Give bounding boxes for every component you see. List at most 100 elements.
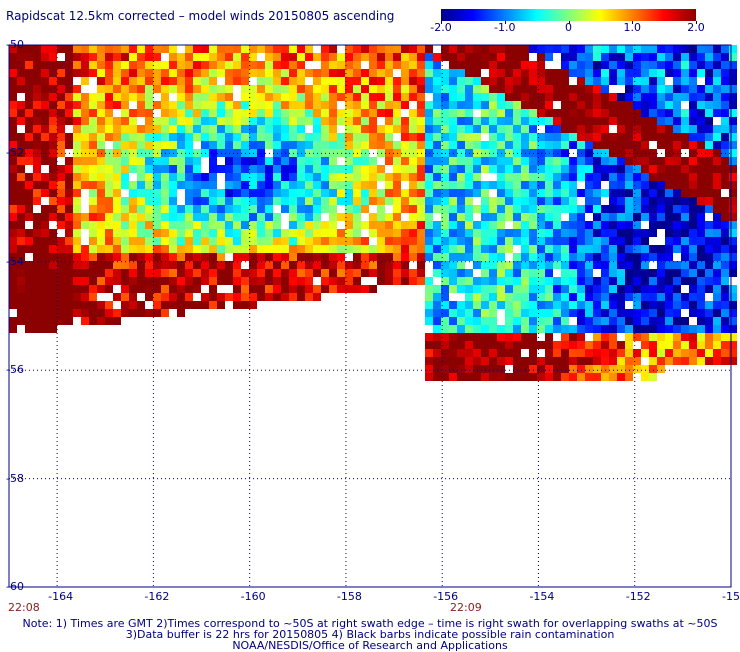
swath-pixel: [649, 109, 657, 117]
swath-pixel: [689, 157, 697, 165]
swath-pixel: [201, 221, 209, 229]
swath-pixel: [593, 157, 601, 165]
swath-pixel: [601, 61, 609, 69]
swath-pixel: [641, 181, 649, 189]
swath-pixel: [601, 125, 609, 133]
swath-pixel: [249, 285, 257, 293]
swath-pixel: [489, 61, 497, 69]
swath-pixel: [161, 205, 169, 213]
swath-pixel: [577, 269, 585, 277]
swath-pixel: [481, 165, 489, 173]
swath-pixel: [313, 133, 321, 141]
swath-gap: [369, 277, 377, 285]
swath-pixel: [681, 277, 689, 285]
swath-pixel: [57, 301, 65, 309]
swath-pixel: [497, 109, 505, 117]
swath-pixel: [33, 117, 41, 125]
swath-pixel: [609, 253, 617, 261]
swath-pixel: [153, 141, 161, 149]
swath-pixel: [257, 101, 265, 109]
swath-pixel: [121, 109, 129, 117]
swath-pixel: [729, 325, 737, 333]
swath-pixel: [193, 77, 201, 85]
swath-pixel: [673, 141, 681, 149]
swath-pixel: [353, 93, 361, 101]
swath-pixel: [289, 197, 297, 205]
swath-pixel: [465, 189, 473, 197]
swath-pixel: [233, 277, 241, 285]
swath-pixel: [529, 221, 537, 229]
swath-pixel: [489, 109, 497, 117]
swath-pixel: [681, 85, 689, 93]
swath-pixel: [665, 197, 673, 205]
swath-pixel: [633, 61, 641, 69]
swath-pixel: [721, 237, 729, 245]
swath-pixel: [673, 69, 681, 77]
swath-pixel: [705, 125, 713, 133]
swath-pixel: [681, 301, 689, 309]
swath-pixel: [41, 285, 49, 293]
swath-pixel: [633, 85, 641, 93]
swath-pixel: [73, 69, 81, 77]
swath-pixel: [329, 253, 337, 261]
swath-pixel: [489, 229, 497, 237]
swath-pixel: [313, 253, 321, 261]
swath-pixel: [209, 45, 217, 53]
swath-pixel: [201, 301, 209, 309]
swath-pixel: [561, 205, 569, 213]
swath-pixel: [505, 293, 513, 301]
swath-pixel: [625, 53, 633, 61]
swath-pixel: [49, 69, 57, 77]
swath-pixel: [49, 93, 57, 101]
swath-pixel: [145, 309, 153, 317]
swath-pixel: [649, 61, 657, 69]
swath-pixel: [209, 165, 217, 173]
swath-pixel: [481, 189, 489, 197]
swath-pixel: [177, 181, 185, 189]
swath-pixel: [193, 101, 201, 109]
swath-pixel: [41, 93, 49, 101]
swath-pixel: [281, 53, 289, 61]
swath-pixel: [633, 133, 641, 141]
swath-pixel: [657, 221, 665, 229]
swath-pixel: [657, 85, 665, 93]
swath-pixel: [641, 157, 649, 165]
swath-pixel: [89, 269, 97, 277]
swath-pixel: [57, 173, 65, 181]
swath-pixel: [225, 61, 233, 69]
swath-pixel: [89, 213, 97, 221]
swath-pixel: [225, 69, 233, 77]
swath-pixel: [617, 173, 625, 181]
swath-pixel: [241, 109, 249, 117]
swath-gap: [369, 205, 377, 213]
swath-pixel: [33, 301, 41, 309]
swath-pixel: [617, 301, 625, 309]
swath-pixel: [705, 133, 713, 141]
swath-pixel: [521, 309, 529, 317]
swath-pixel: [113, 85, 121, 93]
swath-pixel: [673, 197, 681, 205]
swath-pixel: [9, 269, 17, 277]
swath-pixel: [481, 301, 489, 309]
swath-pixel: [177, 109, 185, 117]
swath-pixel: [249, 109, 257, 117]
swath-pixel: [529, 109, 537, 117]
swath-pixel: [209, 157, 217, 165]
swath-pixel: [505, 197, 513, 205]
swath-pixel: [473, 357, 481, 365]
swath-pixel: [33, 189, 41, 197]
swath-pixel: [161, 93, 169, 101]
swath-pixel: [625, 61, 633, 69]
swath-pixel: [449, 309, 457, 317]
swath-pixel: [425, 53, 433, 61]
swath-pixel: [121, 245, 129, 253]
swath-pixel: [529, 301, 537, 309]
swath-pixel: [385, 237, 393, 245]
swath-pixel: [17, 101, 25, 109]
swath-pixel: [433, 69, 441, 77]
swath-pixel: [177, 61, 185, 69]
swath-pixel: [633, 125, 641, 133]
swath-pixel: [337, 85, 345, 93]
swath-pixel: [121, 61, 129, 69]
swath-pixel: [289, 285, 297, 293]
